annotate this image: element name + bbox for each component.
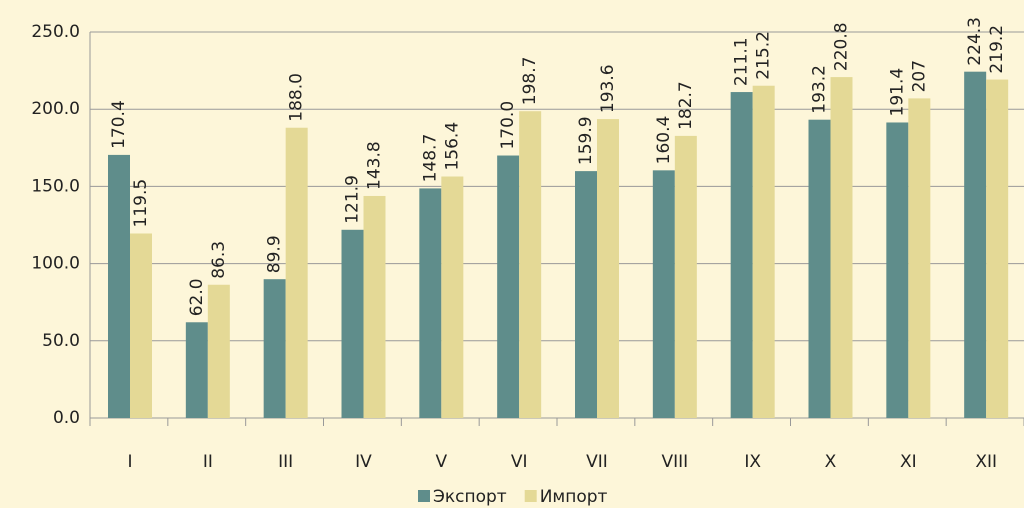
- x-tick-label: VIII: [661, 452, 688, 472]
- value-label: 224.3: [965, 17, 985, 66]
- bar: [808, 119, 831, 418]
- x-tick-label: XI: [900, 452, 917, 472]
- x-tick-label: VII: [586, 452, 608, 472]
- bar: [575, 171, 597, 418]
- value-label: 182.7: [676, 81, 696, 130]
- legend-swatch: [418, 490, 430, 502]
- value-label: 170.4: [109, 100, 129, 149]
- y-tick-label: 150.0: [31, 176, 80, 196]
- value-label: 159.9: [576, 116, 596, 165]
- bar: [207, 284, 230, 418]
- bar: [263, 279, 286, 418]
- value-label: 219.2: [987, 25, 1007, 74]
- bar: [964, 71, 987, 419]
- value-label: 62.0: [187, 278, 207, 316]
- bar: [130, 233, 152, 418]
- x-tick-label: II: [203, 452, 213, 472]
- bar: [363, 195, 386, 418]
- x-tick-label: X: [825, 452, 837, 472]
- value-label: 160.4: [654, 116, 674, 165]
- bar: [752, 85, 775, 418]
- value-label: 215.2: [754, 31, 774, 80]
- y-tick-label: 50.0: [42, 331, 80, 351]
- x-tick-label: VI: [511, 452, 528, 472]
- value-label: 211.1: [732, 37, 752, 86]
- value-label: 191.4: [887, 68, 907, 117]
- x-tick-label: III: [278, 452, 293, 472]
- value-label: 143.8: [365, 141, 385, 190]
- y-tick-label: 100.0: [31, 254, 80, 274]
- value-label: 148.7: [420, 134, 440, 183]
- value-label: 156.4: [442, 122, 462, 171]
- bar: [108, 154, 130, 418]
- value-label: 207: [909, 60, 929, 92]
- legend-swatch: [524, 490, 537, 502]
- legend-label: Экспорт: [433, 487, 507, 507]
- bar: [341, 229, 364, 418]
- value-label: 198.7: [520, 57, 540, 106]
- bar: [886, 122, 909, 419]
- x-tick-label: V: [436, 452, 448, 472]
- value-label: 86.3: [209, 241, 229, 279]
- y-tick-label: 250.0: [31, 22, 80, 42]
- value-label: 188.0: [287, 73, 307, 122]
- bar: [285, 127, 308, 418]
- value-label: 89.9: [265, 235, 285, 273]
- y-tick-label: 0.0: [53, 408, 80, 428]
- value-label: 220.8: [832, 22, 852, 71]
- bar: [497, 155, 520, 418]
- bar: [419, 188, 442, 418]
- bar: [652, 170, 675, 418]
- value-label: 119.5: [131, 179, 151, 228]
- bar: [441, 176, 464, 418]
- bar: [730, 92, 753, 419]
- bar: [908, 98, 931, 418]
- bar: [185, 322, 208, 418]
- bar: [519, 111, 542, 418]
- x-tick-label: XII: [975, 452, 997, 472]
- value-label: 193.6: [598, 64, 618, 113]
- bar: [986, 79, 1009, 418]
- bar: [674, 135, 697, 418]
- x-tick-label: IX: [744, 452, 761, 472]
- value-label: 193.2: [810, 65, 830, 114]
- x-tick-label: I: [127, 452, 132, 472]
- bar: [830, 77, 853, 418]
- legend-label: Импорт: [540, 487, 608, 507]
- y-tick-label: 200.0: [31, 99, 80, 119]
- value-label: 170.0: [498, 101, 518, 150]
- x-tick-label: IV: [355, 452, 372, 472]
- bar: [597, 119, 619, 418]
- value-label: 121.9: [343, 175, 363, 224]
